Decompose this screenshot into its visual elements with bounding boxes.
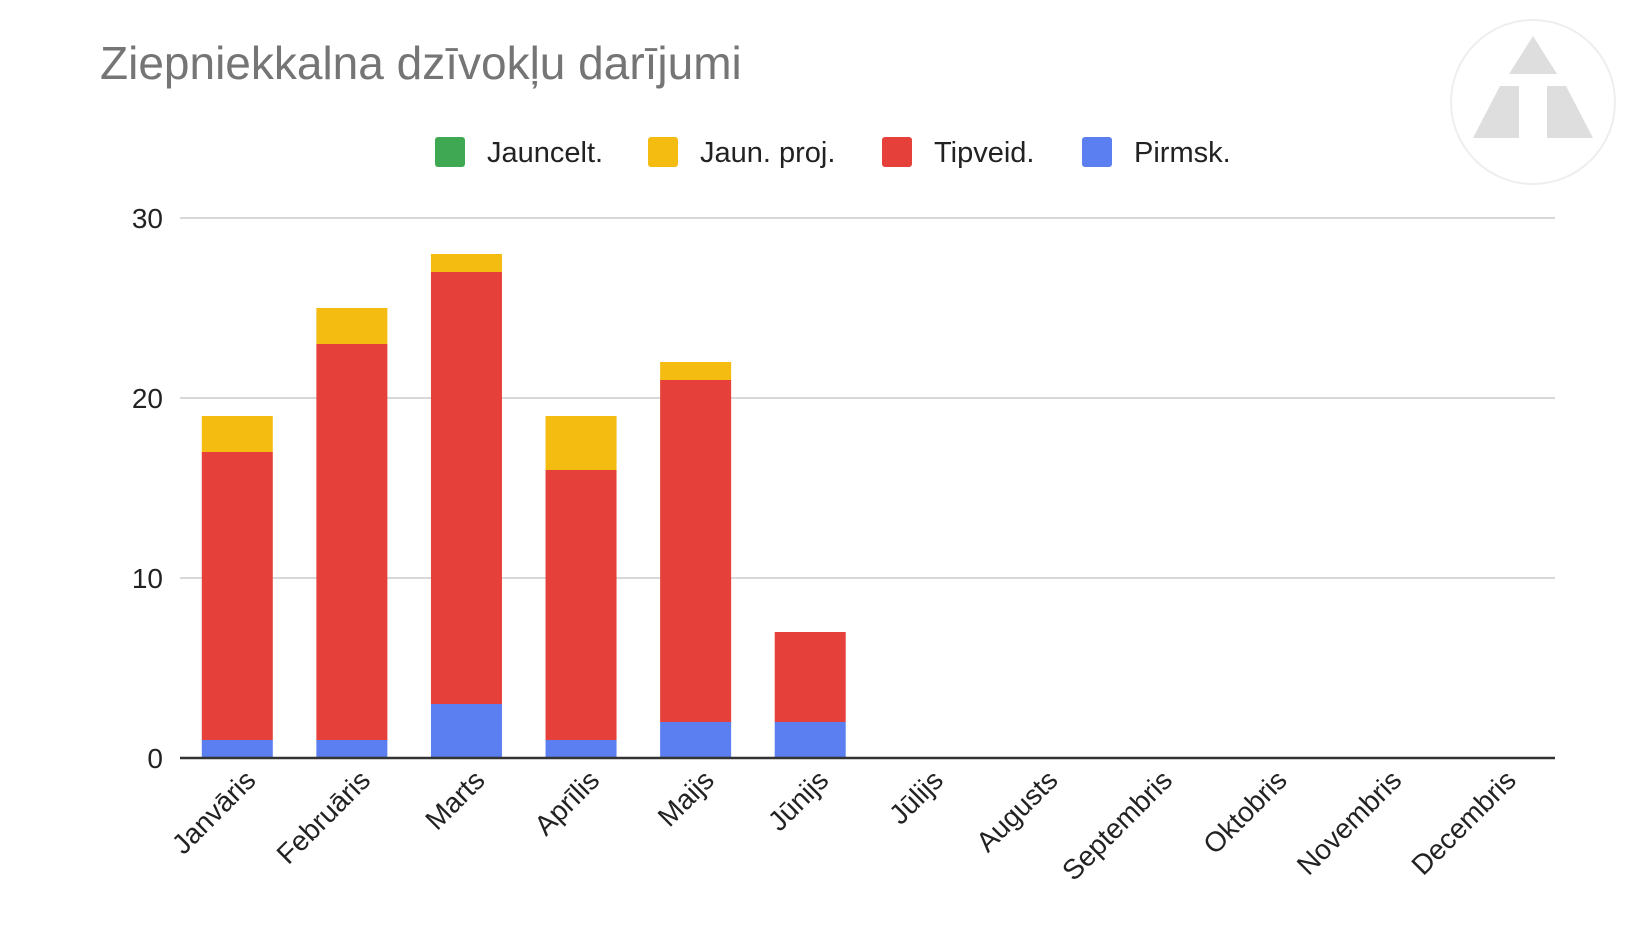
- x-tick-label: Marts: [419, 764, 490, 835]
- y-axis-ticks: 0 10 20 30: [132, 203, 163, 774]
- bar-segment: [660, 362, 732, 380]
- bar-segment: [430, 254, 502, 272]
- bar-segment: [316, 344, 388, 740]
- y-tick-label: 30: [132, 203, 163, 234]
- bar-segment: [545, 740, 617, 758]
- x-tick-label: Februāris: [271, 764, 377, 870]
- bar-segment: [430, 704, 502, 758]
- y-tick-label: 20: [132, 383, 163, 414]
- bar-segment: [201, 416, 273, 452]
- bar-segment: [201, 452, 273, 740]
- legend-swatch: [648, 137, 678, 167]
- chart-title: Ziepniekkalna dzīvokļu darījumi: [100, 37, 742, 89]
- legend-label: Jaun. proj.: [700, 137, 835, 169]
- x-tick-label: Septembris: [1056, 764, 1178, 886]
- bar-segment: [545, 470, 617, 740]
- bar-segment: [774, 722, 846, 758]
- x-tick-label: Jūlijs: [883, 764, 949, 830]
- x-tick-label: Aprīlis: [528, 764, 605, 841]
- legend-swatch: [435, 137, 465, 167]
- bar-segment: [774, 632, 846, 722]
- triangle-logo-icon: [1450, 19, 1616, 185]
- bars: [201, 254, 846, 758]
- x-tick-label: Novembris: [1291, 764, 1408, 881]
- x-tick-label: Jūnijs: [762, 764, 835, 837]
- x-tick-label: Decembris: [1405, 764, 1522, 881]
- bar-segment: [430, 272, 502, 704]
- bar-segment: [316, 308, 388, 344]
- bar-segment: [545, 416, 617, 470]
- legend-swatch: [1082, 137, 1112, 167]
- x-tick-label: Oktobris: [1197, 764, 1293, 860]
- legend: Jauncelt. Jaun. proj. Tipveid. Pirmsk.: [435, 137, 1231, 169]
- x-tick-label: Maijs: [652, 764, 720, 832]
- bar-segment: [316, 740, 388, 758]
- bar-segment: [660, 380, 732, 722]
- gridlines: [180, 217, 1555, 579]
- x-tick-label: Janvāris: [166, 764, 262, 860]
- legend-label: Jauncelt.: [487, 137, 603, 169]
- legend-label: Tipveid.: [934, 137, 1034, 169]
- legend-label: Pirmsk.: [1134, 137, 1231, 169]
- bar-segment: [660, 722, 732, 758]
- y-tick-label: 0: [147, 743, 163, 774]
- x-axis-ticks: Janvāris Februāris Marts Aprīlis Maijs Jūnijs…: [166, 764, 1522, 886]
- x-tick-label: Augusts: [970, 764, 1063, 857]
- y-tick-label: 10: [132, 563, 163, 594]
- bar-segment: [201, 740, 273, 758]
- legend-swatch: [882, 137, 912, 167]
